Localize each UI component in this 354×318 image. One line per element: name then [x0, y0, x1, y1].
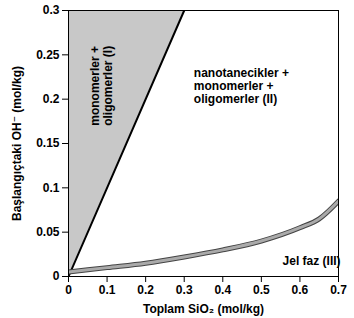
svg-text:monomerler +oligomerler (I): monomerler +oligomerler (I) [88, 46, 115, 126]
svg-text:0.05: 0.05 [36, 225, 60, 239]
svg-text:Başlangıçtaki OH⁻ (mol/kg): Başlangıçtaki OH⁻ (mol/kg) [10, 66, 24, 221]
svg-text:0: 0 [53, 269, 60, 283]
svg-text:0.3: 0.3 [176, 283, 193, 297]
svg-text:0.1: 0.1 [43, 181, 60, 195]
svg-text:0.15: 0.15 [36, 136, 60, 150]
svg-text:0.5: 0.5 [253, 283, 270, 297]
svg-text:0.3: 0.3 [43, 3, 60, 17]
svg-text:0.6: 0.6 [292, 283, 309, 297]
svg-text:Jel faz (III): Jel faz (III) [283, 254, 341, 268]
svg-text:0.7: 0.7 [330, 283, 347, 297]
svg-text:0: 0 [65, 283, 72, 297]
svg-text:nanotanecikler +monomerler +ol: nanotanecikler +monomerler +oligomerler … [194, 66, 289, 106]
svg-text:0.2: 0.2 [137, 283, 154, 297]
svg-text:0.1: 0.1 [99, 283, 116, 297]
svg-text:0.2: 0.2 [43, 92, 60, 106]
svg-text:Toplam SiO₂ (mol/kg): Toplam SiO₂ (mol/kg) [143, 302, 264, 316]
svg-text:0.4: 0.4 [214, 283, 231, 297]
svg-text:0.25: 0.25 [36, 48, 60, 62]
